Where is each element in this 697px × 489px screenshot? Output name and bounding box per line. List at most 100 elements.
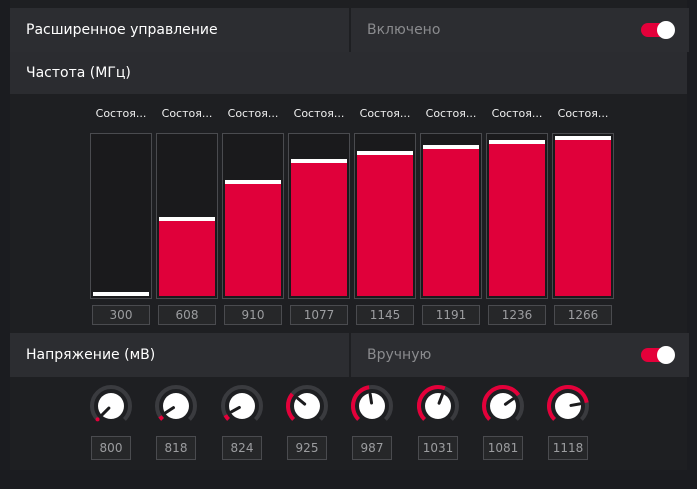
voltage-value-field[interactable]: 824	[222, 436, 262, 460]
voltage-value-field[interactable]: 818	[156, 436, 196, 460]
voltage-header: Напряжение (мВ) Вручную	[10, 333, 689, 377]
frequency-slider-handle[interactable]	[357, 151, 413, 155]
frequency-slider-handle[interactable]	[489, 140, 545, 144]
voltage-knob-progress	[158, 415, 165, 421]
frequency-slider[interactable]	[420, 133, 482, 299]
voltage-knob-pointer	[296, 396, 307, 406]
frequency-slider-handle[interactable]	[423, 145, 479, 149]
voltage-knob-6[interactable]	[416, 384, 460, 428]
frequency-state-label: Состоя...	[359, 107, 411, 120]
voltage-knob-7[interactable]	[481, 384, 525, 428]
voltage-knob-4[interactable]	[285, 384, 329, 428]
frequency-slider[interactable]	[354, 133, 416, 299]
voltage-knob-dial[interactable]	[89, 384, 133, 428]
frequency-states-panel: Состоя... 300 Состоя... 608 Состоя... 910 Сост…	[10, 94, 687, 333]
frequency-state-label: Состоя...	[557, 107, 609, 120]
voltage-knob-1[interactable]	[89, 384, 133, 428]
voltage-knob-progress	[482, 385, 521, 421]
voltage-mode-toggle[interactable]	[641, 346, 675, 364]
frequency-slider[interactable]	[156, 133, 218, 299]
frequency-slider-handle[interactable]	[555, 136, 611, 140]
frequency-value-field[interactable]: 910	[224, 305, 282, 325]
frequency-state-7: Состоя... 1236	[486, 107, 548, 327]
frequency-state-8: Состоя... 1266	[552, 107, 614, 327]
frequency-slider-fill	[159, 221, 215, 296]
frequency-value-field[interactable]: 608	[158, 305, 216, 325]
frequency-state-5: Состоя... 1145	[354, 107, 416, 327]
frequency-slider-fill	[357, 155, 413, 296]
frequency-slider[interactable]	[552, 133, 614, 299]
frequency-header: Частота (МГц)	[10, 52, 687, 94]
frequency-slider-fill	[423, 149, 479, 296]
voltage-knob-5[interactable]	[350, 384, 394, 428]
voltage-knob-dial[interactable]	[285, 384, 329, 428]
frequency-state-1: Состоя... 300	[90, 107, 152, 327]
voltage-knob-2[interactable]	[154, 384, 198, 428]
frequency-value-field[interactable]: 1145	[356, 305, 414, 325]
voltage-mode-setting: Вручную	[349, 333, 689, 377]
voltage-value-field[interactable]: 925	[287, 436, 327, 460]
frequency-state-label: Состоя...	[161, 107, 213, 120]
frequency-slider-fill	[291, 163, 347, 296]
voltage-value-field[interactable]: 1081	[483, 436, 523, 460]
frequency-value-field[interactable]: 300	[92, 305, 150, 325]
voltage-knob-3[interactable]	[220, 384, 264, 428]
voltage-knob-pointer	[569, 402, 582, 407]
advanced-control-status: Включено	[367, 22, 441, 38]
frequency-slider-handle[interactable]	[159, 217, 215, 221]
voltage-knob-8[interactable]	[546, 384, 590, 428]
frequency-slider[interactable]	[486, 133, 548, 299]
voltage-knob-dial[interactable]	[546, 384, 590, 428]
voltage-knob-progress	[351, 385, 370, 421]
frequency-value-field[interactable]: 1077	[290, 305, 348, 325]
frequency-slider[interactable]	[222, 133, 284, 299]
voltage-knob-dial[interactable]	[154, 384, 198, 428]
frequency-value-field[interactable]: 1191	[422, 305, 480, 325]
frequency-slider[interactable]	[90, 133, 152, 299]
frequency-slider-handle[interactable]	[93, 292, 149, 296]
voltage-knob-track	[155, 385, 197, 421]
voltage-knob-progress	[286, 392, 296, 421]
frequency-state-3: Состоя... 910	[222, 107, 284, 327]
frequency-state-6: Состоя... 1191	[420, 107, 482, 327]
voltage-knob-progress	[417, 384, 446, 421]
voltage-value-field[interactable]: 987	[352, 436, 392, 460]
voltage-knob-pointer	[101, 406, 111, 416]
voltage-knob-pointer	[437, 393, 444, 405]
advanced-control-row: Расширенное управление Включено	[10, 8, 689, 52]
voltage-label: Напряжение (мВ)	[26, 347, 156, 363]
frequency-state-2: Состоя... 608	[156, 107, 218, 327]
voltage-knob-dial[interactable]	[220, 384, 264, 428]
voltage-knob-cap	[490, 393, 516, 419]
voltage-value-field[interactable]: 1118	[548, 436, 588, 460]
voltage-knob-dial[interactable]	[350, 384, 394, 428]
voltage-value-field[interactable]: 1031	[418, 436, 458, 460]
frequency-state-label: Состоя...	[293, 107, 345, 120]
advanced-control-toggle[interactable]	[641, 21, 675, 39]
frequency-value-field[interactable]: 1266	[554, 305, 612, 325]
frequency-label: Частота (МГц)	[26, 65, 131, 81]
voltage-knob-pointer	[229, 405, 241, 414]
toggle-knob	[657, 346, 675, 364]
advanced-control-setting: Включено	[349, 8, 689, 52]
voltage-knob-pointer	[503, 397, 515, 406]
frequency-slider-handle[interactable]	[291, 159, 347, 163]
voltage-knob-dial[interactable]	[481, 384, 525, 428]
voltage-states-panel: 800 818 824 925 987 1031 1081 1118	[10, 377, 687, 470]
frequency-slider-fill	[225, 184, 281, 296]
voltage-value-field[interactable]: 800	[91, 436, 131, 460]
frequency-state-label: Состоя...	[227, 107, 279, 120]
frequency-state-4: Состоя... 1077	[288, 107, 350, 327]
voltage-knob-dial[interactable]	[416, 384, 460, 428]
frequency-slider-fill	[555, 140, 611, 296]
voltage-knob-track	[90, 385, 132, 421]
frequency-slider[interactable]	[288, 133, 350, 299]
frequency-state-label: Состоя...	[425, 107, 477, 120]
frequency-slider-handle[interactable]	[225, 180, 281, 184]
voltage-knob-cap	[229, 393, 255, 419]
voltage-knob-pointer	[368, 392, 374, 405]
voltage-knob-cap	[163, 393, 189, 419]
voltage-knob-cap	[425, 393, 451, 419]
frequency-value-field[interactable]: 1236	[488, 305, 546, 325]
frequency-state-label: Состоя...	[491, 107, 543, 120]
